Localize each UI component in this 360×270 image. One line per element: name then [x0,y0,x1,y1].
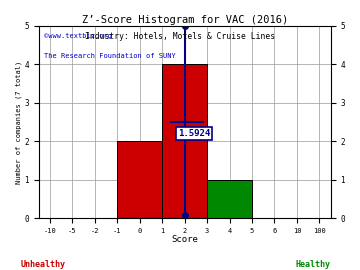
Text: Healthy: Healthy [296,260,331,269]
Text: 1.5924: 1.5924 [178,129,210,138]
Text: ©www.textbiz.org: ©www.textbiz.org [45,33,112,39]
Text: Industry: Hotels, Motels & Cruise Lines: Industry: Hotels, Motels & Cruise Lines [85,32,275,41]
Bar [207,180,252,218]
Bar [117,141,162,218]
X-axis label: Score: Score [171,235,198,244]
Title: Z’-Score Histogram for VAC (2016): Z’-Score Histogram for VAC (2016) [81,15,288,25]
Text: Unhealthy: Unhealthy [21,260,66,269]
Bar [162,64,207,218]
Text: The Research Foundation of SUNY: The Research Foundation of SUNY [45,53,176,59]
Y-axis label: Number of companies (7 total): Number of companies (7 total) [15,60,22,184]
